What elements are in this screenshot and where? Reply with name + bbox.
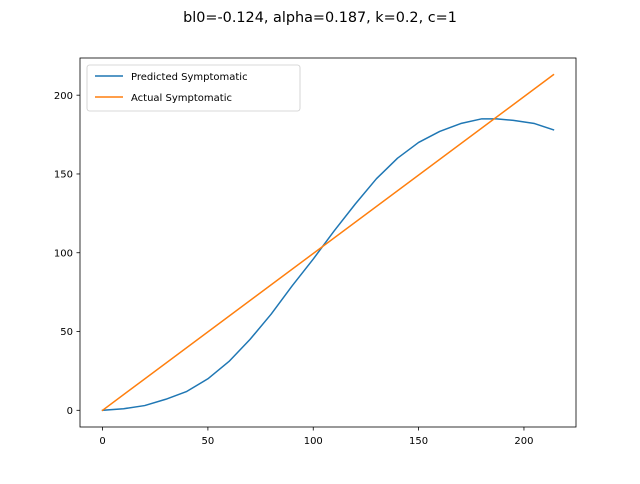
- legend-label-1: Predicted Symptomatic: [131, 72, 248, 83]
- y-tick-label: 100: [54, 248, 73, 259]
- y-tick-label: 200: [54, 91, 73, 102]
- x-tick-label: 100: [304, 436, 323, 447]
- y-tick-label: 50: [60, 327, 73, 338]
- x-tick-label: 0: [99, 436, 105, 447]
- y-tick-label: 0: [67, 406, 73, 417]
- series-line-2: [101, 73, 555, 412]
- x-tick-label: 50: [202, 436, 215, 447]
- y-tick-label: 150: [54, 170, 73, 181]
- x-tick-label: 200: [514, 436, 533, 447]
- axes-frame: [79, 57, 577, 428]
- series-line-1: [101, 118, 555, 412]
- legend-box: [86, 64, 301, 112]
- x-tick-label: 150: [409, 436, 428, 447]
- legend-label-2: Actual Symptomatic: [131, 93, 232, 104]
- plot-area: 0 50 100 150 200 0 50 100 150 200 Predicted Sympto…: [54, 57, 577, 447]
- chart-title: bl0=-0.124, alpha=0.187, k=0.2, c=1: [183, 10, 457, 26]
